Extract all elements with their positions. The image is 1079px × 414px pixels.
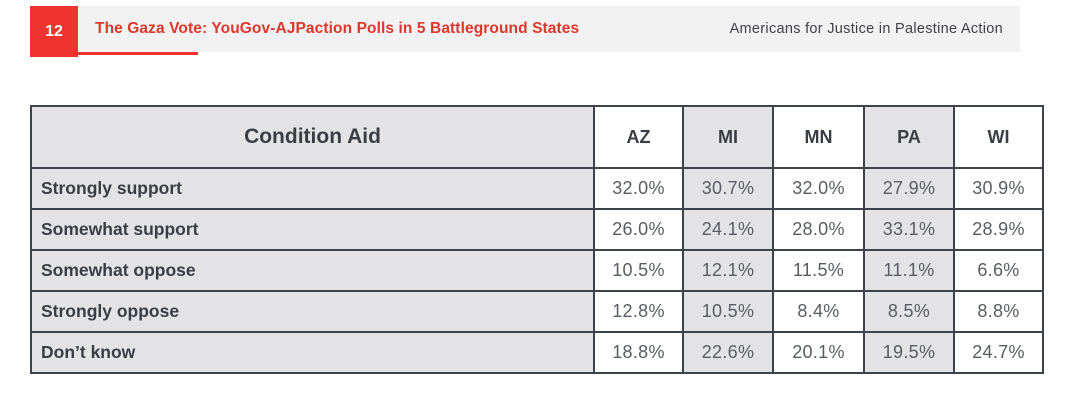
title-underline	[78, 52, 198, 55]
header-bar: The Gaza Vote: YouGov-AJPaction Polls in…	[30, 6, 1020, 52]
slide-number-badge: 12	[30, 6, 78, 57]
row-label: Somewhat support	[30, 208, 595, 251]
table-row-somewhat-support: Somewhat support 26.0% 24.1% 28.0% 33.1%…	[30, 208, 1044, 251]
row-label: Don’t know	[30, 331, 595, 374]
cell-value: 11.5%	[772, 249, 865, 292]
column-header-mi: MI	[682, 105, 774, 169]
slide-title: The Gaza Vote: YouGov-AJPaction Polls in…	[95, 20, 580, 37]
row-label: Somewhat oppose	[30, 249, 595, 292]
row-label: Strongly oppose	[30, 290, 595, 333]
cell-value: 24.7%	[953, 331, 1044, 374]
organization-name: Americans for Justice in Palestine Actio…	[729, 21, 1003, 37]
cell-value: 10.5%	[682, 290, 774, 333]
column-header-mn: MN	[772, 105, 865, 169]
cell-value: 6.6%	[953, 249, 1044, 292]
cell-value: 20.1%	[772, 331, 865, 374]
slide-number: 12	[45, 22, 63, 40]
cell-value: 24.1%	[682, 208, 774, 251]
cell-value: 12.8%	[593, 290, 684, 333]
row-label: Strongly support	[30, 167, 595, 210]
table-row-dont-know: Don’t know 18.8% 22.6% 20.1% 19.5% 24.7%	[30, 331, 1044, 374]
cell-value: 28.0%	[772, 208, 865, 251]
cell-value: 8.8%	[953, 290, 1044, 333]
table-row-somewhat-oppose: Somewhat oppose 10.5% 12.1% 11.5% 11.1% …	[30, 249, 1044, 292]
cell-value: 26.0%	[593, 208, 684, 251]
table-row-strongly-oppose: Strongly oppose 12.8% 10.5% 8.4% 8.5% 8.…	[30, 290, 1044, 333]
cell-value: 32.0%	[772, 167, 865, 210]
cell-value: 19.5%	[863, 331, 955, 374]
cell-value: 10.5%	[593, 249, 684, 292]
column-header-wi: WI	[953, 105, 1044, 169]
column-header-pa: PA	[863, 105, 955, 169]
table-row-strongly-support: Strongly support 32.0% 30.7% 32.0% 27.9%…	[30, 167, 1044, 210]
column-header-az: AZ	[593, 105, 684, 169]
cell-value: 27.9%	[863, 167, 955, 210]
cell-value: 30.9%	[953, 167, 1044, 210]
cell-value: 30.7%	[682, 167, 774, 210]
cell-value: 22.6%	[682, 331, 774, 374]
cell-value: 18.8%	[593, 331, 684, 374]
poll-results-table: Condition Aid AZ MI MN PA WI Strongly su…	[30, 105, 1044, 374]
cell-value: 33.1%	[863, 208, 955, 251]
cell-value: 32.0%	[593, 167, 684, 210]
table-header-row: Condition Aid AZ MI MN PA WI	[30, 105, 1044, 169]
cell-value: 28.9%	[953, 208, 1044, 251]
cell-value: 11.1%	[863, 249, 955, 292]
cell-value: 12.1%	[682, 249, 774, 292]
cell-value: 8.4%	[772, 290, 865, 333]
corner-header-condition-aid: Condition Aid	[30, 105, 595, 169]
cell-value: 8.5%	[863, 290, 955, 333]
